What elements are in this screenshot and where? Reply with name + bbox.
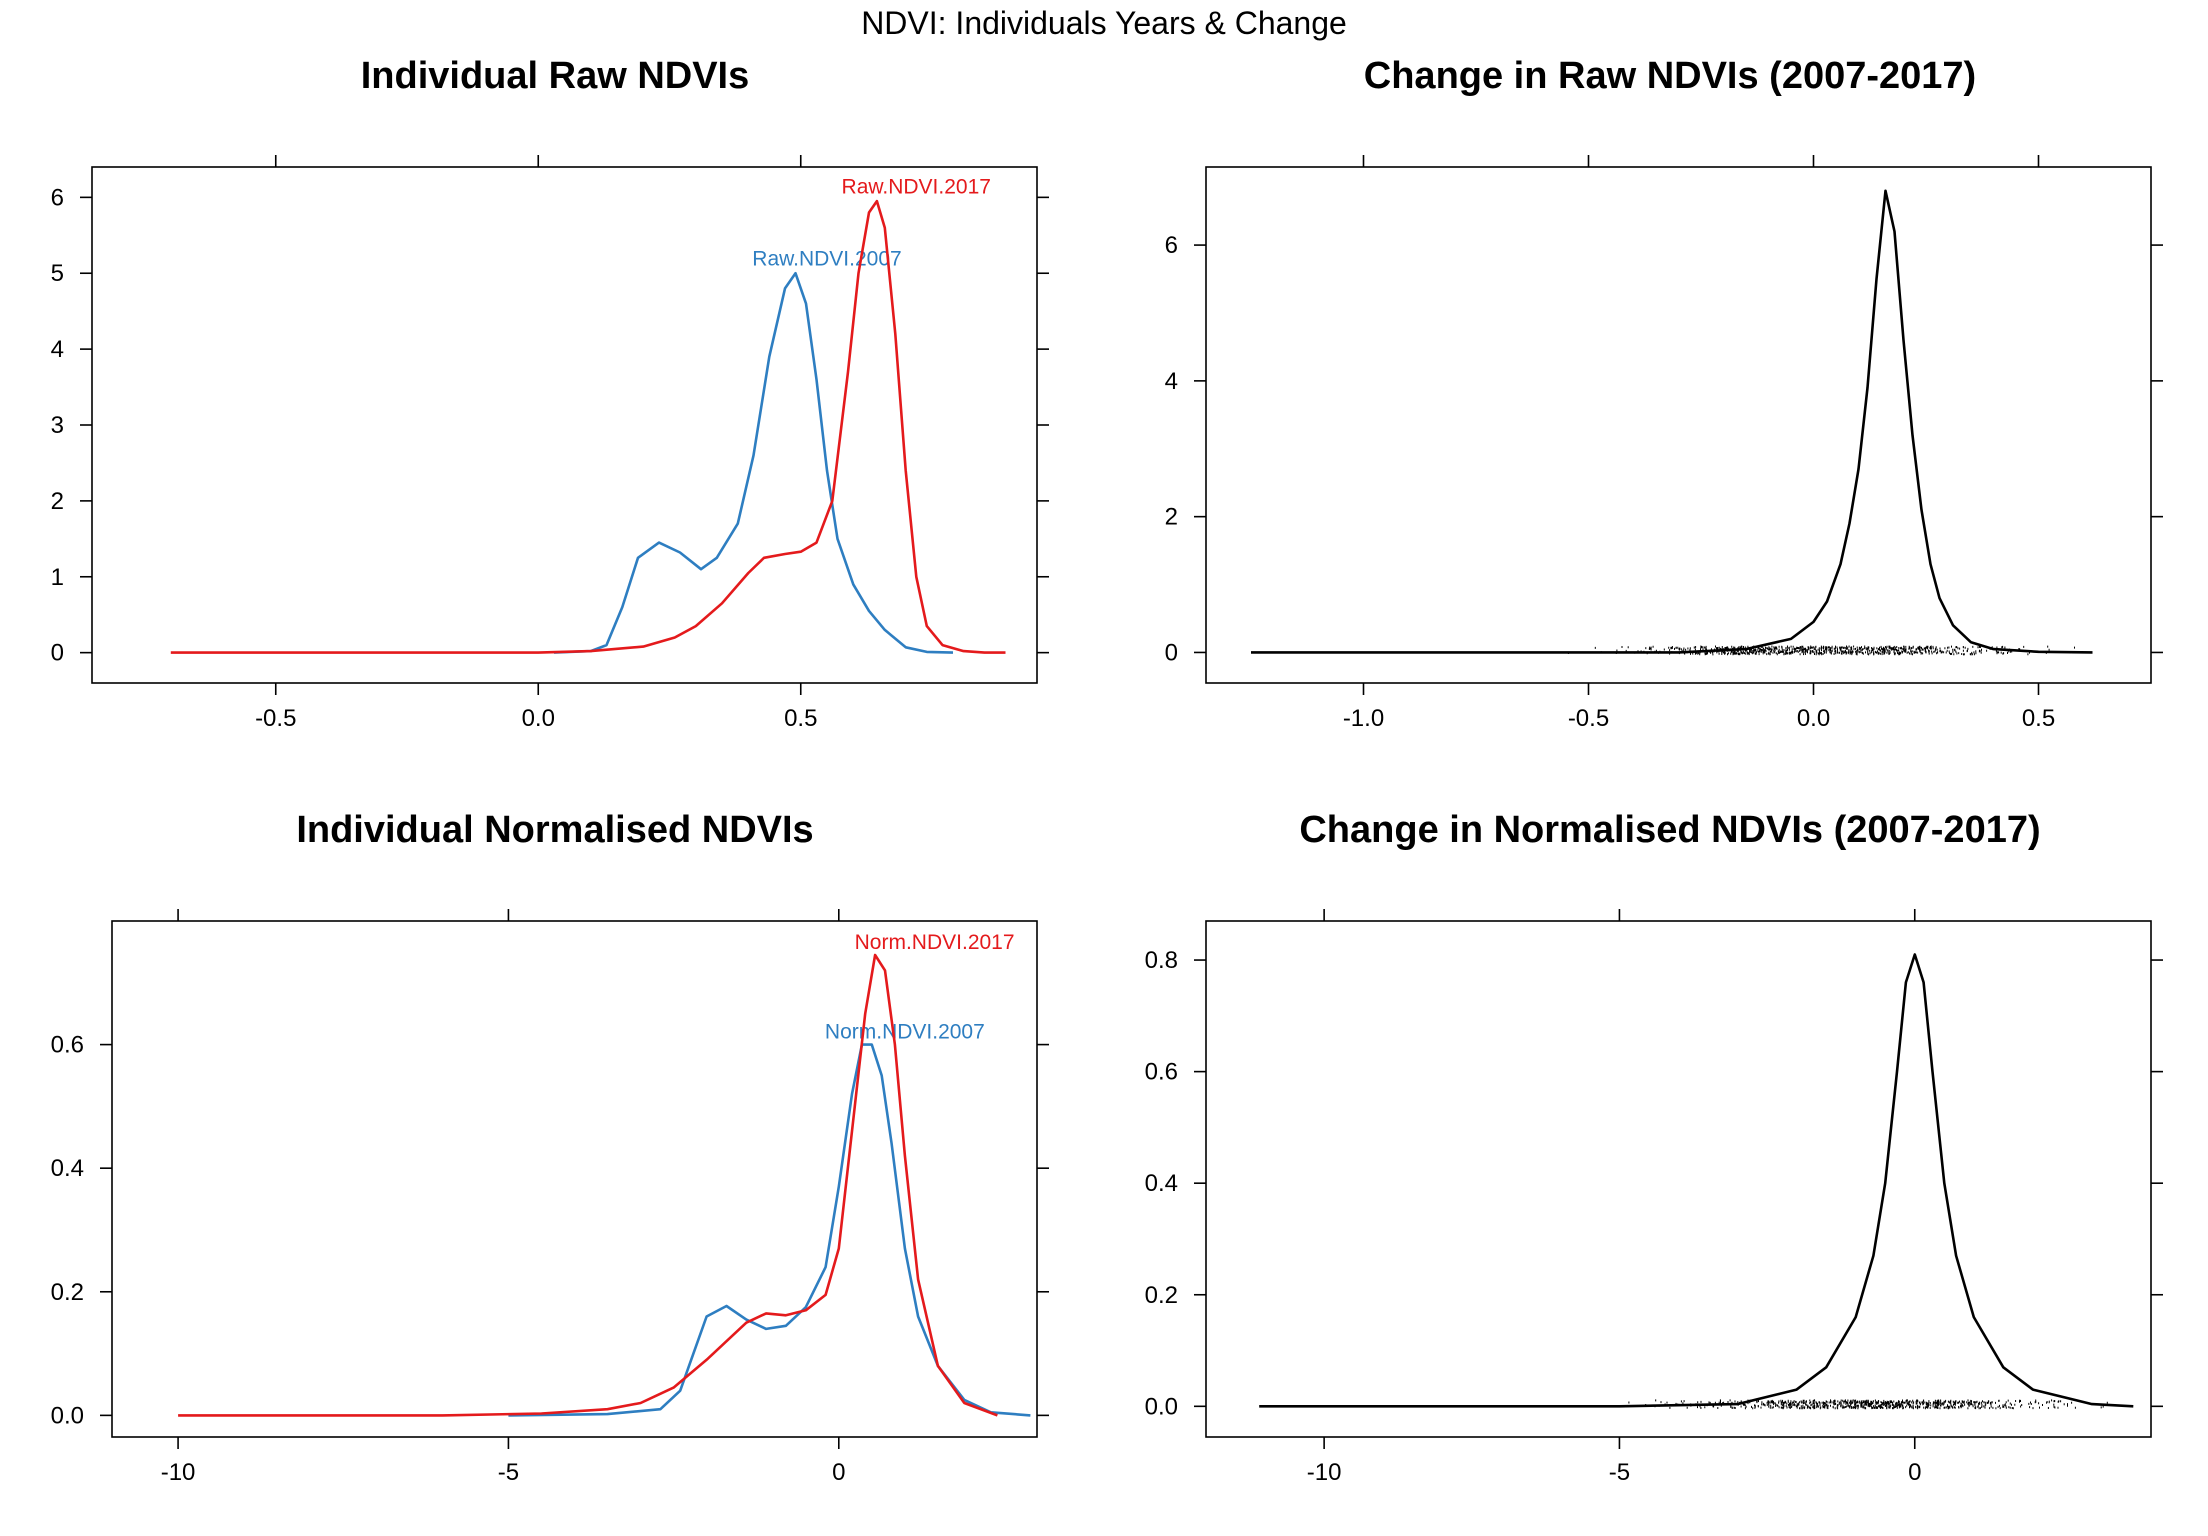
x-tick-label-normalised-ndvi: 0 [832, 1459, 845, 1486]
y-tick-label-raw-ndvi: 3 [51, 412, 64, 439]
plot-area-change-normalised-ndvi: -10 -5 0 0.0 0.2 0.4 0.6 0.8 [1145, 909, 2163, 1486]
panel-title-normalised-ndvi: Individual Normalised NDVIs [296, 809, 813, 851]
plot-frame-normalised-ndvi [111, 920, 1038, 1438]
y-tick-label-normalised-ndvi: 0.4 [51, 1155, 84, 1182]
series-line-norm-ndvi-2017-normalised-ndvi [178, 953, 998, 1417]
plot-area-raw-ndvi: -0.5 0.0 0.5 0 1 2 3 4 5 6 Raw.NDVI.2007 Raw.NDVI.2… [51, 155, 1049, 732]
panel-normalised-ndvi: Individual Normalised NDVIs -10 -5 0 0.0 0.2… [51, 809, 1049, 1486]
y-tick-label-change-normalised-ndvi: 0.6 [1145, 1059, 1178, 1086]
panel-change-normalised-ndvi: Change in Normalised NDVIs (2007-2017) -… [1145, 809, 2163, 1486]
plot-area-normalised-ndvi: -10 -5 0 0.0 0.2 0.4 0.6 Norm.NDVI.2007 Norm.NDV… [51, 909, 1049, 1486]
plot-frame-change-normalised-ndvi [1205, 920, 2152, 1438]
y-tick-label-raw-ndvi: 5 [51, 260, 64, 287]
y-tick-label-raw-ndvi: 6 [51, 184, 64, 211]
series-line-norm-ndvi-2007-normalised-ndvi [508, 1043, 1031, 1417]
series-line-density-change-raw-ndvi [1251, 189, 2093, 654]
y-tick-label-change-raw-ndvi: 0 [1165, 639, 1178, 666]
x-tick-label-change-normalised-ndvi: -5 [1609, 1459, 1630, 1486]
y-tick-label-normalised-ndvi: 0.6 [51, 1032, 84, 1059]
x-tick-label-change-raw-ndvi: -0.5 [1568, 705, 1609, 732]
y-tick-label-raw-ndvi: 4 [51, 336, 64, 363]
x-tick-label-change-raw-ndvi: 0.0 [1797, 705, 1830, 732]
y-tick-label-change-normalised-ndvi: 0.0 [1145, 1393, 1178, 1420]
y-tick-label-change-normalised-ndvi: 0.4 [1145, 1170, 1178, 1197]
x-tick-label-raw-ndvi: 0.0 [522, 705, 555, 732]
x-tick-label-raw-ndvi: 0.5 [784, 705, 817, 732]
plot-frame-change-raw-ndvi [1205, 166, 2152, 684]
figure-title: NDVI: Individuals Years & Change [861, 5, 1347, 41]
y-tick-label-normalised-ndvi: 0.2 [51, 1279, 84, 1306]
series-line-density-change-normalised-ndvi [1259, 953, 2134, 1408]
x-tick-label-change-normalised-ndvi: -10 [1307, 1459, 1342, 1486]
panel-raw-ndvi: Individual Raw NDVIs -0.5 0.0 0.5 0 1 2 3 4 5 6 Ra… [51, 55, 1049, 732]
x-tick-label-change-normalised-ndvi: 0 [1908, 1459, 1921, 1486]
y-tick-label-raw-ndvi: 1 [51, 564, 64, 591]
y-tick-label-change-normalised-ndvi: 0.8 [1145, 947, 1178, 974]
series-line-raw-ndvi-2007-raw-ndvi [553, 271, 954, 654]
x-tick-label-normalised-ndvi: -5 [498, 1459, 519, 1486]
y-tick-label-raw-ndvi: 0 [51, 640, 64, 667]
series-label-norm-ndvi-2017: Norm.NDVI.2017 [855, 931, 1015, 954]
panel-change-raw-ndvi: Change in Raw NDVIs (2007-2017) -1.0 -0.5… [1165, 55, 2163, 732]
panel-title-change-normalised-ndvi: Change in Normalised NDVIs (2007-2017) [1299, 809, 2040, 851]
x-tick-label-change-raw-ndvi: 0.5 [2022, 705, 2055, 732]
series-line-raw-ndvi-2017-raw-ndvi [170, 199, 1006, 654]
y-tick-label-change-raw-ndvi: 2 [1165, 504, 1178, 531]
series-label-raw-ndvi-2017: Raw.NDVI.2017 [842, 176, 991, 199]
panel-title-raw-ndvi: Individual Raw NDVIs [361, 55, 750, 97]
y-tick-label-normalised-ndvi: 0.0 [51, 1402, 84, 1429]
y-tick-label-change-raw-ndvi: 4 [1165, 368, 1178, 395]
x-tick-label-normalised-ndvi: -10 [161, 1459, 196, 1486]
panel-title-change-raw-ndvi: Change in Raw NDVIs (2007-2017) [1364, 55, 1976, 97]
series-label-norm-ndvi-2007: Norm.NDVI.2007 [825, 1020, 985, 1043]
series-label-raw-ndvi-2007: Raw.NDVI.2007 [752, 248, 901, 271]
rug-marks-change-normalised-ndvi [1628, 1399, 2108, 1410]
x-tick-label-change-raw-ndvi: -1.0 [1343, 705, 1384, 732]
y-tick-label-change-raw-ndvi: 6 [1165, 232, 1178, 259]
x-tick-label-raw-ndvi: -0.5 [255, 705, 296, 732]
plot-area-change-raw-ndvi: -1.0 -0.5 0.0 0.5 0 2 4 6 [1165, 155, 2163, 732]
y-tick-label-change-normalised-ndvi: 0.2 [1145, 1282, 1178, 1309]
y-tick-label-raw-ndvi: 2 [51, 488, 64, 515]
